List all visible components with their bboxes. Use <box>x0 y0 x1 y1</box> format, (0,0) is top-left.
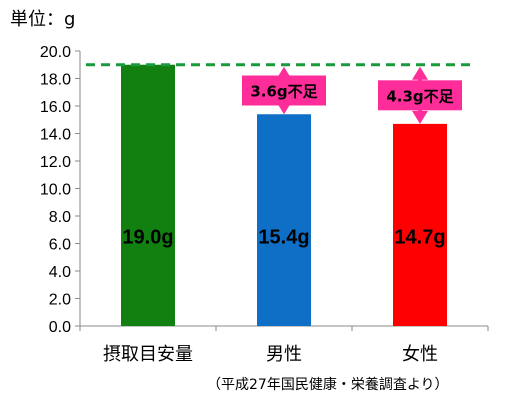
source-note: （平成27年国民健康・栄養調査より） <box>207 377 449 393</box>
bar <box>393 123 447 326</box>
y-tick-label: 8.0 <box>49 209 71 226</box>
shortfall-annotation: 4.3g不足 <box>378 66 462 124</box>
y-tick-label: 6.0 <box>49 237 71 254</box>
shortfall-label: 4.3g不足 <box>386 87 454 105</box>
y-tick-label: 18.0 <box>40 72 71 89</box>
bar-value-label: 15.4g <box>258 226 309 248</box>
y-tick-label: 14.0 <box>40 127 71 144</box>
x-category-labels: 摂取目安量 男性 女性 <box>103 344 438 365</box>
shortfall-label-box <box>378 80 462 111</box>
bar-value-label: 14.7g <box>394 226 445 248</box>
bar <box>257 114 311 326</box>
unit-label: 単位：g <box>10 9 76 30</box>
value-labels: 19.0g 15.4g 14.7g <box>122 226 445 248</box>
y-tick-label: 2.0 <box>49 292 71 309</box>
y-tick-label: 12.0 <box>40 154 71 171</box>
y-tick-label: 10.0 <box>40 182 71 199</box>
shortfall-label: 3.6g不足 <box>250 83 318 101</box>
arrow-head-up <box>412 66 428 80</box>
y-tick-label: 16.0 <box>40 99 71 116</box>
bar-value-label: 19.0g <box>122 226 173 248</box>
y-tick-label: 4.0 <box>49 264 71 281</box>
y-tick-label: 0.0 <box>49 319 71 336</box>
y-tick-label: 20.0 <box>40 44 71 61</box>
arrow-head-down <box>412 110 428 124</box>
shortfall-label-box <box>242 75 326 106</box>
y-tick-labels: 0.0 2.0 4.0 6.0 8.0 10.0 12.0 14.0 16.0 18.0 20.0 <box>40 44 71 336</box>
bar <box>121 64 175 326</box>
shortfall-annotation: 3.6g不足 <box>242 66 326 115</box>
bars <box>121 64 447 326</box>
x-category-label: 摂取目安量 <box>103 344 193 365</box>
shortfall-annotations: 3.6g不足 4.3g不足 <box>242 66 462 124</box>
x-category-label: 男性 <box>266 344 302 365</box>
x-category-label: 女性 <box>402 344 438 365</box>
